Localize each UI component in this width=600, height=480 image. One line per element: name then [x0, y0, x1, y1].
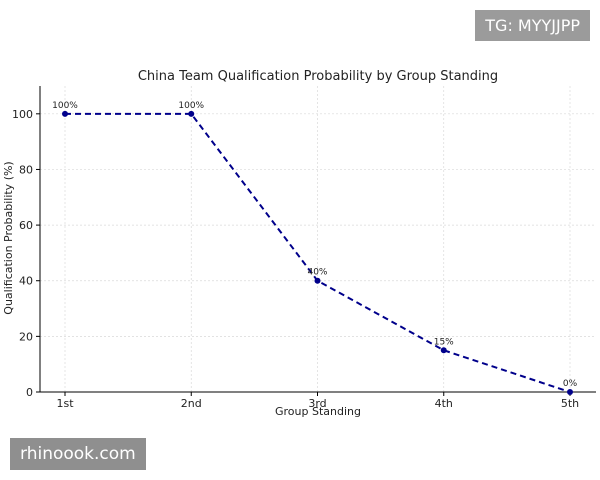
y-tick-label: 60 — [19, 219, 33, 232]
axes — [36, 86, 596, 396]
data-point — [62, 110, 68, 117]
watermark-top: TG: MYYJJPP — [475, 10, 590, 41]
data-label: 40% — [307, 268, 327, 278]
x-tick-label: 2nd — [181, 397, 202, 410]
x-tick-label: 4th — [435, 397, 453, 410]
y-tick-label: 80 — [19, 163, 33, 176]
data-point — [440, 347, 447, 354]
y-tick-label: 40 — [19, 275, 33, 288]
y-tick-label: 20 — [19, 330, 33, 343]
data-label: 100% — [52, 101, 78, 111]
data-point — [314, 277, 321, 284]
data-label: 0% — [563, 379, 578, 389]
x-tick-label: 3rd — [308, 397, 326, 410]
x-axis-label: Group Standing — [275, 405, 361, 418]
data-label: 100% — [178, 101, 204, 111]
chart-title: China Team Qualification Probability by … — [138, 69, 498, 84]
series: 100% 100% 40% 15% 0% — [52, 101, 578, 395]
data-point — [188, 110, 195, 117]
grid — [40, 86, 596, 393]
x-tick-label: 5th — [561, 397, 579, 410]
x-tick-label: 1st — [56, 397, 74, 410]
data-point — [567, 389, 573, 395]
y-tick-label: 0 — [26, 386, 33, 399]
y-axis-label: Qualification Probability (%) — [2, 161, 15, 314]
tick-labels: 0 20 40 60 80 100 1st 2nd 3rd 4th 5th — [12, 108, 579, 410]
y-tick-label: 100 — [12, 108, 33, 121]
watermark-bottom: rhinoook.com — [10, 438, 146, 470]
data-label: 15% — [434, 337, 454, 347]
